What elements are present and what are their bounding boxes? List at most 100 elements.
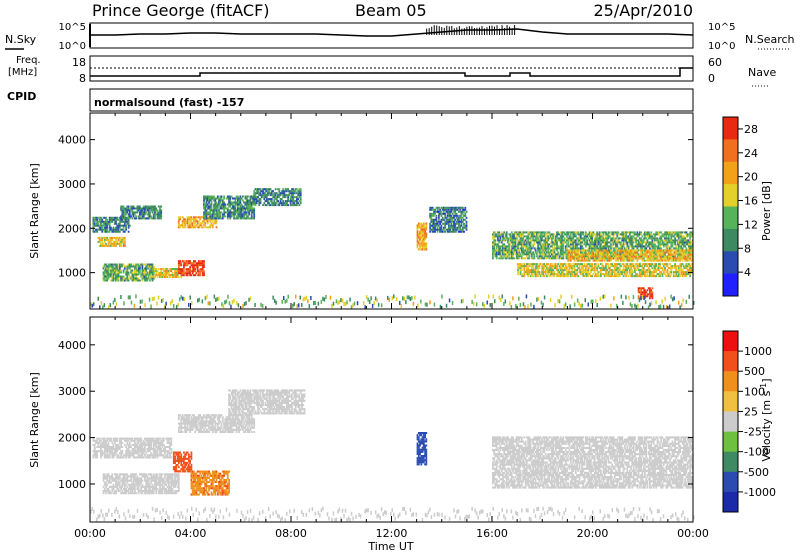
data-cell	[149, 280, 151, 282]
data-cell	[280, 194, 282, 196]
data-cell	[194, 274, 196, 276]
data-cell	[492, 233, 494, 235]
data-cell	[260, 192, 262, 194]
data-cell	[549, 231, 551, 233]
data-cell	[611, 273, 613, 275]
data-cell	[294, 202, 296, 204]
data-cell	[129, 268, 131, 270]
nsky-label: N.Sky	[5, 33, 37, 46]
data-cell	[286, 202, 288, 204]
freq-left-tick-top: 18	[72, 56, 86, 69]
data-cell	[278, 196, 280, 198]
data-cell	[561, 233, 563, 235]
data-cell	[218, 209, 220, 211]
data-cell	[462, 229, 464, 231]
data-cell	[518, 249, 520, 251]
data-cell	[439, 209, 441, 211]
data-cell	[586, 258, 588, 260]
data-cell	[129, 217, 131, 219]
data-cell	[637, 250, 639, 252]
data-cell	[262, 190, 264, 192]
data-cell	[203, 260, 205, 262]
data-cell	[635, 256, 637, 258]
data-cell	[441, 215, 443, 217]
data-cell	[198, 226, 200, 228]
data-cell	[300, 198, 302, 200]
data-cell	[417, 231, 419, 233]
data-cell	[688, 263, 690, 265]
data-cell	[154, 211, 156, 213]
data-cell	[449, 213, 451, 215]
data-cell	[640, 233, 642, 235]
data-cell	[658, 252, 660, 254]
data-cell	[101, 239, 103, 241]
data-cell	[559, 233, 561, 235]
data-cell	[633, 241, 635, 243]
data-cell	[619, 269, 621, 271]
data-cell	[123, 264, 125, 266]
data-cell	[654, 258, 656, 260]
data-cell	[670, 247, 672, 249]
data-cell	[227, 217, 229, 219]
data-cell	[565, 245, 567, 247]
data-cell	[637, 273, 639, 275]
data-cell	[143, 215, 145, 217]
data-cell	[625, 233, 627, 235]
noise-right-tick-top: 10^5	[708, 22, 735, 33]
data-cell	[583, 233, 585, 235]
data-cell	[513, 257, 515, 259]
data-cell	[674, 237, 676, 239]
data-cell	[462, 213, 464, 215]
data-cell	[583, 256, 585, 258]
data-cell	[593, 273, 595, 275]
data-cell	[437, 223, 439, 225]
data-cell	[599, 241, 601, 243]
data-cell	[179, 226, 181, 228]
data-cell	[680, 267, 682, 269]
data-cell	[653, 241, 655, 243]
data-cell	[588, 237, 590, 239]
data-cell	[495, 231, 497, 233]
data-cell	[531, 273, 533, 275]
data-cell	[669, 263, 671, 265]
data-cell	[672, 267, 674, 269]
data-cell	[583, 267, 585, 269]
data-cell	[138, 274, 140, 276]
data-cell	[609, 271, 611, 273]
data-cell	[648, 245, 650, 247]
data-cell	[229, 206, 231, 208]
data-cell	[125, 213, 127, 215]
data-cell	[556, 243, 558, 245]
data-cell	[284, 192, 286, 194]
data-cell	[682, 269, 684, 271]
data-cell	[604, 260, 606, 262]
data-cell	[221, 211, 223, 213]
data-cell	[99, 241, 101, 243]
data-cell	[116, 268, 118, 270]
data-cell	[194, 222, 196, 224]
data-cell	[522, 247, 524, 249]
data-cell	[113, 276, 115, 278]
data-cell	[496, 233, 498, 235]
station-title: Prince George (fitACF)	[92, 1, 270, 20]
data-cell	[183, 270, 185, 272]
data-cell	[542, 269, 544, 271]
data-cell	[643, 239, 645, 241]
data-cell	[183, 274, 185, 276]
data-cell	[106, 227, 108, 229]
data-cell	[537, 269, 539, 271]
data-cell	[443, 211, 445, 213]
data-cell	[584, 254, 586, 256]
data-cell	[461, 215, 463, 217]
data-cell	[637, 260, 639, 262]
data-cell	[223, 213, 225, 215]
data-cell	[425, 249, 427, 251]
data-cell	[649, 269, 651, 271]
data-cell	[527, 267, 529, 269]
data-cell	[464, 209, 466, 211]
data-cell	[522, 233, 524, 235]
data-cell	[550, 275, 552, 277]
data-cell	[638, 289, 640, 291]
data-cell	[276, 202, 278, 204]
data-cell	[106, 219, 108, 221]
